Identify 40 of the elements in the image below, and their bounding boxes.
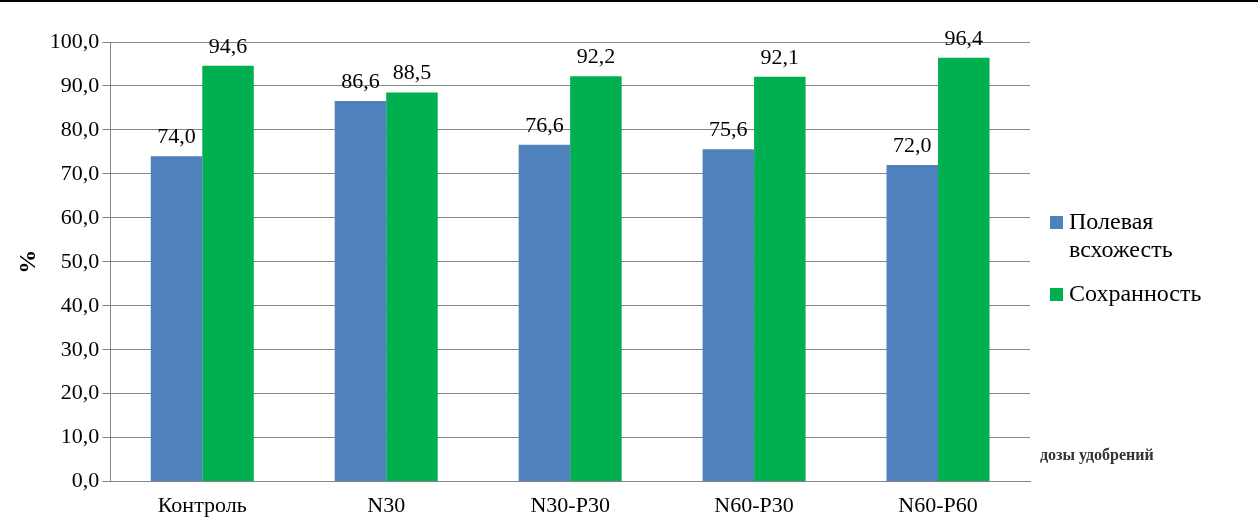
x-tick-label: N60-P60 [898,491,978,517]
data-label: 75,6 [709,116,748,142]
y-tick-label: 70,0 [60,159,100,185]
data-label: 92,2 [576,43,616,69]
data-label: 96,4 [944,24,984,50]
bar [518,144,571,482]
bar [334,100,387,482]
y-tick-label: 50,0 [60,247,100,273]
y-tick-label: 0,0 [71,467,100,493]
bar [754,76,806,482]
bar [702,149,755,482]
data-label: 74,0 [157,123,196,149]
y-axis-title: % [13,249,40,274]
bar [202,65,254,482]
data-label: 94,6 [208,32,248,58]
legend-label: Сохранность [1069,279,1202,307]
data-label: 92,1 [760,43,800,69]
bar [938,57,990,482]
data-label: 88,5 [392,59,432,85]
data-label: 76,6 [525,111,564,137]
y-tick-label: 90,0 [60,71,100,97]
x-tick-label: N60-P30 [714,491,794,517]
y-tick-label: 30,0 [60,335,100,361]
data-label: 72,0 [893,131,932,157]
y-tick-label: 100,0 [49,27,100,53]
bar [386,92,438,482]
y-tick-label: 40,0 [60,291,100,317]
x-tick-label: Контроль [157,491,247,517]
x-tick-label: N30 [367,491,406,517]
y-tick-label: 80,0 [60,115,100,141]
x-tick-label: N30-P30 [530,491,610,517]
bar [570,76,622,482]
bar [886,165,939,482]
x-axis-title: дозы удобрений [1040,446,1154,464]
bar [150,156,203,482]
y-tick-label: 10,0 [60,423,100,449]
data-label: 86,6 [341,67,380,93]
y-tick-label: 20,0 [60,379,100,405]
y-tick-label: 60,0 [60,203,100,229]
legend-label: Полевая всхожесть [1069,207,1174,263]
